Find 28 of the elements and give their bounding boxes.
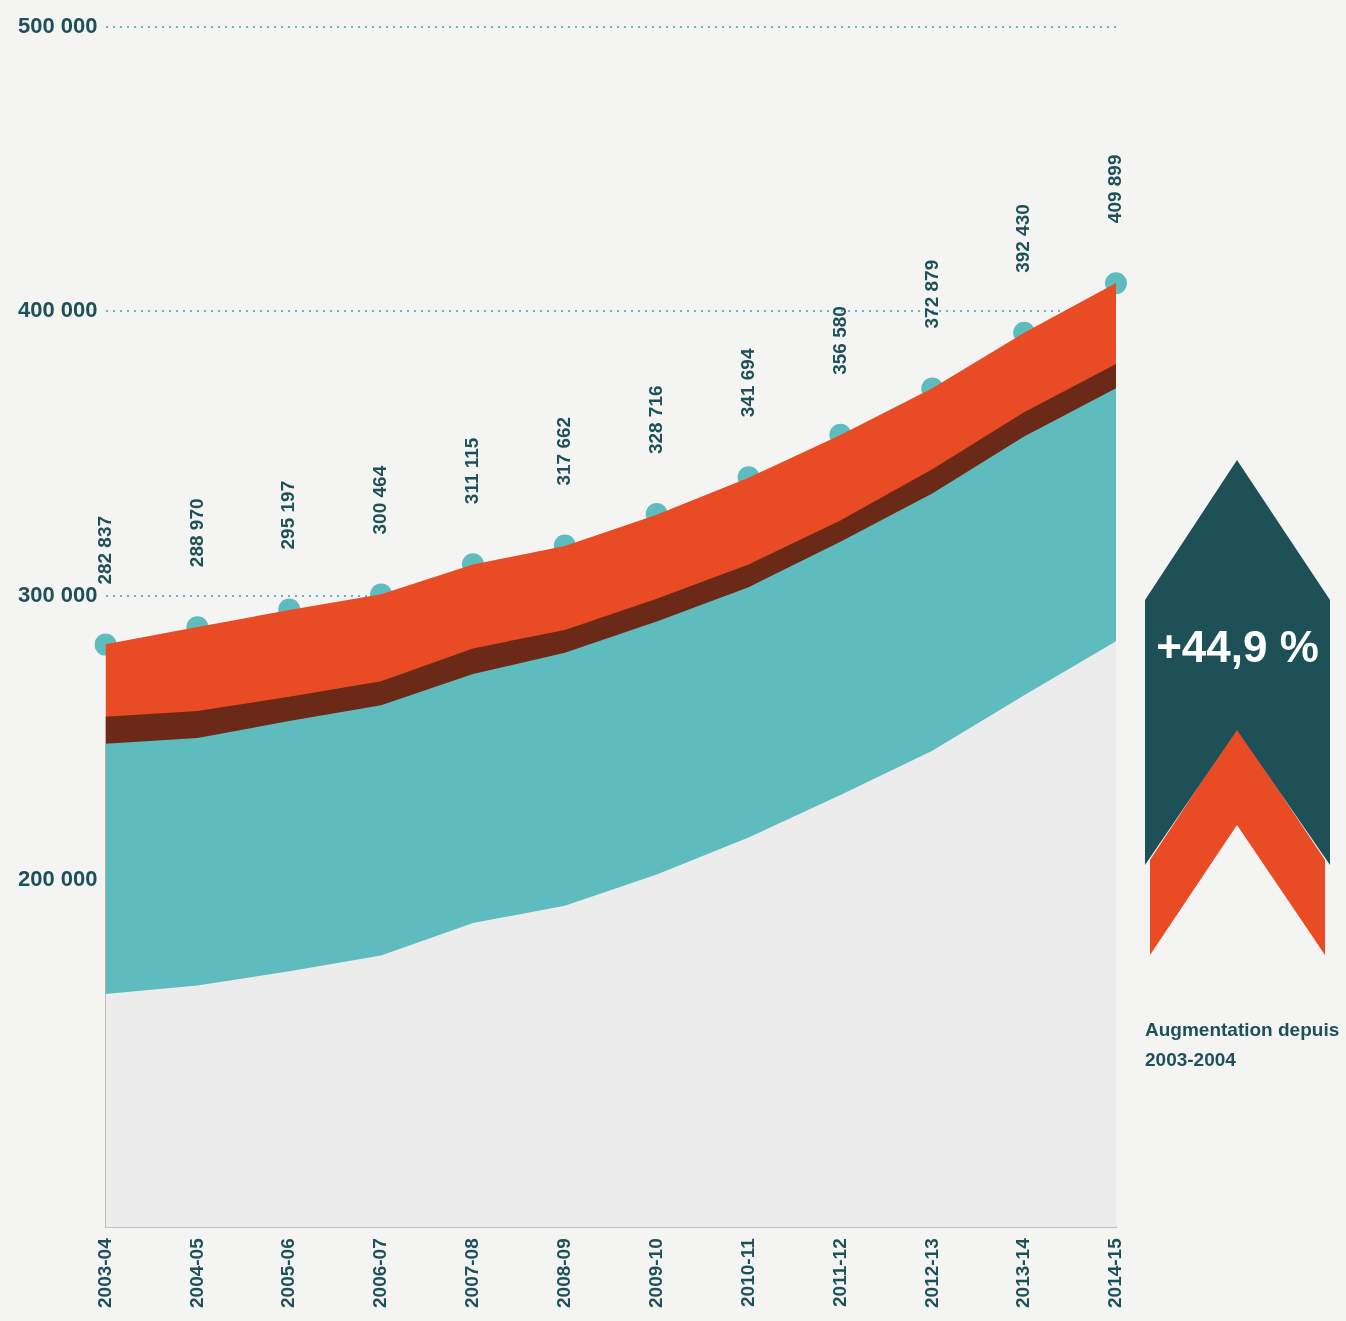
data-label: 295 197 <box>277 480 299 550</box>
data-label: 341 694 <box>736 348 758 418</box>
data-label: 392 430 <box>1012 204 1034 273</box>
x-tick-label: 2010-11 <box>736 1237 758 1307</box>
x-tick-label: 2004-05 <box>185 1237 207 1309</box>
x-tick-label: 2008-09 <box>553 1238 575 1309</box>
data-label: 328 716 <box>644 385 666 455</box>
data-label: 300 464 <box>369 465 391 535</box>
data-label: 356 580 <box>828 306 850 375</box>
x-tick-label: 2009-10 <box>644 1238 666 1309</box>
data-label: 372 879 <box>920 259 942 329</box>
x-tick-label: 2005-06 <box>277 1238 299 1309</box>
x-tick-label: 2013-14 <box>1012 1237 1034 1309</box>
y-tick-label: 500 000 <box>17 12 98 38</box>
data-label: 409 899 <box>1104 154 1126 224</box>
text: Augmentation depuis 2003-2004 <box>1145 1018 1341 1072</box>
text: +44,9 % <box>1155 622 1320 672</box>
x-tick-label: 2012-13 <box>920 1238 942 1309</box>
data-label: 311 115 <box>461 437 483 505</box>
data-label: 317 662 <box>553 416 575 486</box>
y-tick-label: 400 000 <box>17 297 98 323</box>
x-tick-label: 2006-07 <box>369 1238 391 1309</box>
data-label: 288 970 <box>185 498 207 568</box>
x-tick-label: 2003-04 <box>93 1237 115 1309</box>
x-tick-label: 2011-12 <box>828 1238 850 1307</box>
y-tick-label: 200 000 <box>17 866 98 892</box>
x-tick-label: 2007-08 <box>461 1238 483 1309</box>
x-tick-label: 2014-15 <box>1104 1237 1126 1309</box>
